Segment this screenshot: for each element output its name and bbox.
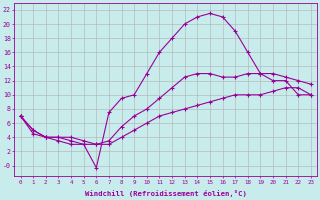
- X-axis label: Windchill (Refroidissement éolien,°C): Windchill (Refroidissement éolien,°C): [85, 190, 247, 197]
